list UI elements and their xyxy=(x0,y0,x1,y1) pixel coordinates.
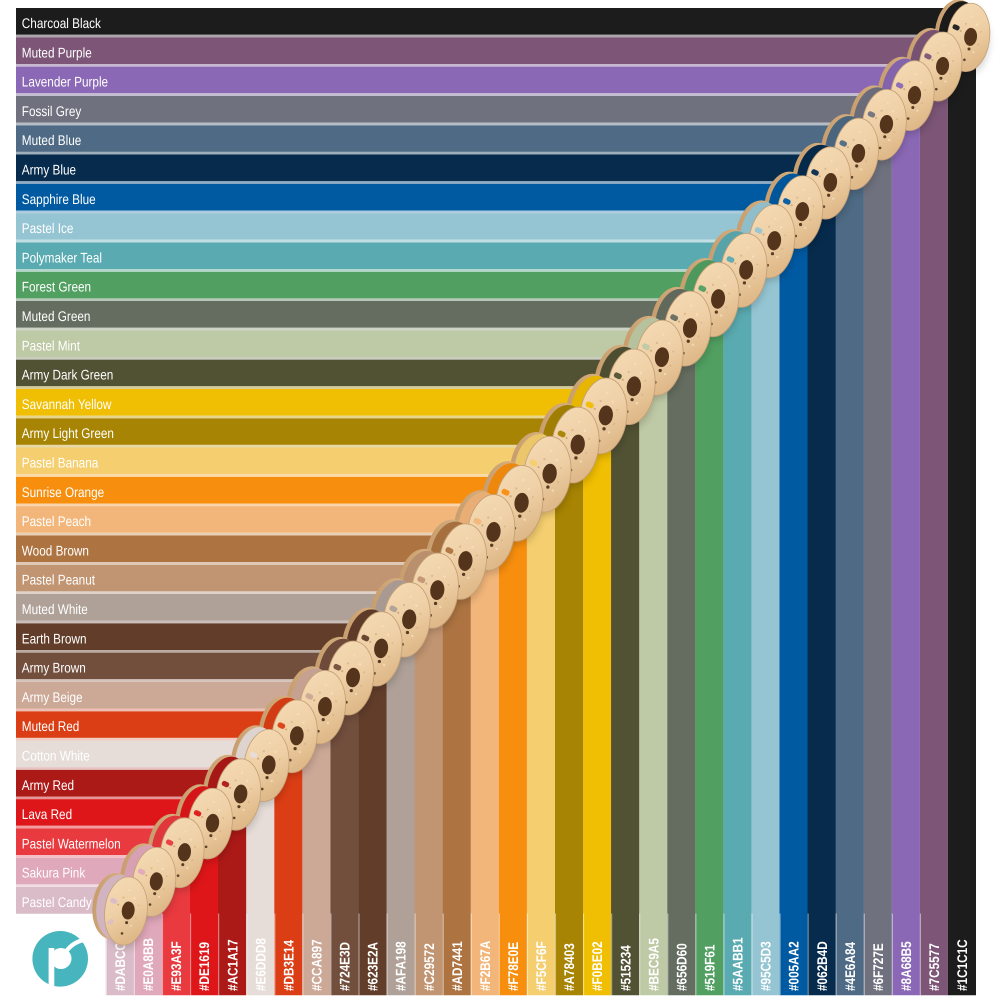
svg-text:#DE1619: #DE1619 xyxy=(196,942,212,991)
svg-text:#A78403: #A78403 xyxy=(561,943,577,991)
svg-text:#005AA2: #005AA2 xyxy=(786,941,802,991)
svg-text:#4E6A84: #4E6A84 xyxy=(842,942,858,991)
svg-text:#1C1C1C: #1C1C1C xyxy=(954,939,970,991)
svg-text:#DABCC8: #DABCC8 xyxy=(112,935,128,991)
svg-text:Muted Blue: Muted Blue xyxy=(22,132,82,148)
svg-text:Pastel Peanut: Pastel Peanut xyxy=(22,572,95,588)
svg-text:Cotton White: Cotton White xyxy=(22,747,90,763)
svg-text:Muted Green: Muted Green xyxy=(22,308,91,324)
svg-text:Muted White: Muted White xyxy=(22,601,88,617)
svg-text:#F5CF6F: #F5CF6F xyxy=(533,941,549,991)
svg-text:Lavender Purple: Lavender Purple xyxy=(22,74,108,90)
svg-text:Charcoal Black: Charcoal Black xyxy=(22,15,102,31)
svg-text:Sapphire Blue: Sapphire Blue xyxy=(22,191,96,207)
svg-text:Pastel Watermelon: Pastel Watermelon xyxy=(22,835,121,851)
svg-text:#519F61: #519F61 xyxy=(701,944,717,991)
svg-text:#062B4D: #062B4D xyxy=(814,941,830,991)
svg-text:Earth Brown: Earth Brown xyxy=(22,630,87,646)
svg-text:Army Beige: Army Beige xyxy=(22,689,83,705)
svg-text:Fossil Grey: Fossil Grey xyxy=(22,103,81,119)
svg-text:Army Red: Army Red xyxy=(22,777,74,793)
svg-text:Wood Brown: Wood Brown xyxy=(22,542,89,558)
svg-text:#AD7441: #AD7441 xyxy=(449,941,465,991)
svg-text:Army Brown: Army Brown xyxy=(22,660,86,676)
svg-text:#E0A8BB: #E0A8BB xyxy=(140,938,156,991)
svg-text:#623E2A: #623E2A xyxy=(365,942,381,991)
svg-text:Muted Purple: Muted Purple xyxy=(22,44,92,60)
svg-text:#F0BE02: #F0BE02 xyxy=(589,941,605,991)
svg-text:#515234: #515234 xyxy=(617,945,633,991)
svg-text:Savannah Yellow: Savannah Yellow xyxy=(22,396,112,412)
svg-text:#656D60: #656D60 xyxy=(673,943,689,991)
svg-text:#E93A3F: #E93A3F xyxy=(168,941,184,991)
svg-text:#F78E0E: #F78E0E xyxy=(505,942,521,991)
svg-text:#95C5D3: #95C5D3 xyxy=(758,941,774,991)
svg-text:Polymaker Teal: Polymaker Teal xyxy=(22,249,102,265)
svg-text:#5AABB1: #5AABB1 xyxy=(730,937,746,991)
svg-text:#8A68B5: #8A68B5 xyxy=(898,941,914,991)
svg-text:#AFA198: #AFA198 xyxy=(393,941,409,991)
svg-text:#724E3D: #724E3D xyxy=(337,942,353,991)
svg-text:Pastel Peach: Pastel Peach xyxy=(22,513,91,529)
svg-text:#BEC9A5: #BEC9A5 xyxy=(645,938,661,991)
svg-text:#6F727E: #6F727E xyxy=(870,943,886,991)
svg-text:Forest Green: Forest Green xyxy=(22,279,91,295)
svg-text:#E6DDD8: #E6DDD8 xyxy=(252,938,268,991)
svg-text:#7C5577: #7C5577 xyxy=(926,943,942,991)
svg-text:#F2B67A: #F2B67A xyxy=(477,941,493,991)
svg-text:#AC1A17: #AC1A17 xyxy=(224,939,240,991)
svg-text:#CCA897: #CCA897 xyxy=(308,939,324,991)
svg-text:Pastel Ice: Pastel Ice xyxy=(22,220,74,236)
svg-text:Army Blue: Army Blue xyxy=(22,161,76,177)
svg-text:Muted Red: Muted Red xyxy=(22,718,80,734)
svg-text:Lava Red: Lava Red xyxy=(22,806,72,822)
svg-text:Pastel Mint: Pastel Mint xyxy=(22,337,80,353)
svg-text:Sunrise Orange: Sunrise Orange xyxy=(22,484,105,500)
svg-text:#DB3E14: #DB3E14 xyxy=(280,940,296,991)
svg-text:#C29572: #C29572 xyxy=(421,943,437,991)
svg-text:Army Dark Green: Army Dark Green xyxy=(22,367,113,383)
svg-text:Pastel Candy: Pastel Candy xyxy=(22,894,92,910)
svg-text:Sakura Pink: Sakura Pink xyxy=(22,865,86,881)
svg-text:Army Light Green: Army Light Green xyxy=(22,425,114,441)
svg-text:Pastel Banana: Pastel Banana xyxy=(22,454,99,470)
